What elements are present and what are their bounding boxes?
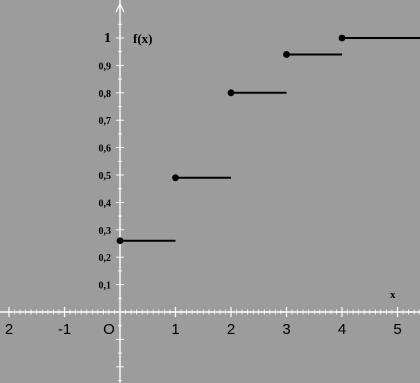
y-tick-label: 0,3: [99, 226, 112, 237]
y-tick-label: 1: [104, 31, 111, 46]
step-point: [283, 51, 290, 58]
x-tick-label: 1: [171, 321, 179, 338]
axis-ticks: [8, 23, 420, 381]
step-points: [116, 34, 346, 245]
x-tick-label: 2: [5, 321, 13, 338]
x-tick-label: 5: [393, 321, 401, 338]
origin-label: O: [103, 321, 115, 338]
y-tick-label: 0,6: [99, 144, 112, 155]
y-tick-label: 0,1: [99, 281, 112, 292]
x-tick-label: 2: [227, 321, 235, 338]
x-tick-label: 3: [282, 321, 290, 338]
x-tick-label: 4: [338, 321, 346, 338]
y-tick-label: 0,9: [99, 61, 112, 72]
step-point: [227, 89, 235, 97]
axis-labels: f(x) x O 2 -1 1 2 3 4 5 1 0,9 0,8 0,7 0,6 0,5 0,4 0,3 0…: [5, 31, 402, 338]
y-tick-label: 0,4: [99, 198, 112, 209]
step-point: [116, 237, 124, 245]
y-axis-arrow: [115, 2, 125, 13]
y-tick-label: 0,2: [99, 253, 112, 264]
y-tick-label: 0,7: [99, 116, 112, 127]
step-point: [338, 34, 346, 42]
step-segments: [120, 37, 420, 242]
step-point: [172, 174, 179, 182]
x-tick-label: -1: [58, 321, 71, 338]
y-tick-label: 0,5: [99, 171, 112, 182]
y-tick-label: 0,8: [99, 89, 112, 100]
x-axis-label: x: [390, 289, 396, 301]
y-axis-label: f(x): [133, 31, 153, 46]
